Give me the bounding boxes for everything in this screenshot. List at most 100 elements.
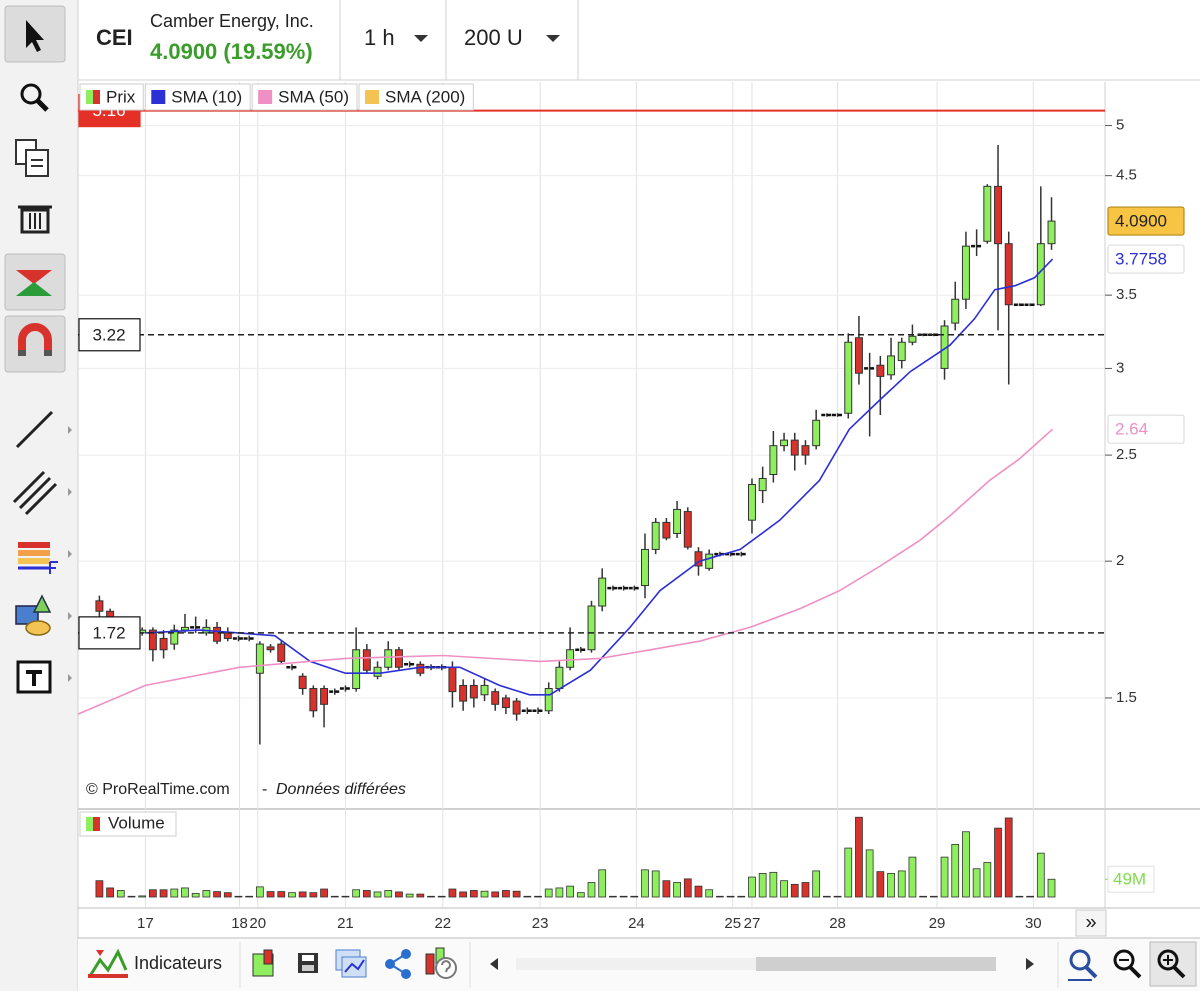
candle-body xyxy=(362,649,371,671)
volume-bar xyxy=(127,895,136,898)
candle-body xyxy=(501,697,510,709)
channel-tool[interactable] xyxy=(12,470,72,516)
candle-body xyxy=(373,666,382,677)
candle-body xyxy=(694,551,703,567)
volume-bar xyxy=(994,827,1002,898)
layout-button[interactable] xyxy=(335,949,367,978)
volume-bar xyxy=(1036,852,1045,898)
legend-swatch xyxy=(258,90,273,104)
x-tick-label: 28 xyxy=(829,915,846,932)
volume-bar xyxy=(320,888,328,898)
volume-bar xyxy=(277,891,286,898)
legend-label: SMA (10) xyxy=(171,87,242,106)
share-button[interactable] xyxy=(385,949,411,979)
level-label-box xyxy=(1107,414,1185,444)
candle-body xyxy=(683,511,692,548)
candle-body xyxy=(181,626,189,631)
volume-plot xyxy=(95,816,1056,898)
x-tick-label: 25 xyxy=(724,915,741,932)
volume-bar xyxy=(362,890,371,898)
volume-bar xyxy=(255,886,264,898)
candle-body xyxy=(223,632,232,639)
volume-bar xyxy=(427,895,435,898)
candle-body xyxy=(320,688,329,705)
volume-bar xyxy=(416,893,425,898)
volume-bar xyxy=(181,887,189,898)
left-toolbar xyxy=(0,0,78,991)
volume-bar xyxy=(887,873,895,898)
line-tool[interactable] xyxy=(15,410,72,449)
candle-body xyxy=(598,577,607,607)
copy-tool[interactable] xyxy=(15,139,49,177)
x-tick-label: 27 xyxy=(744,915,761,932)
scroll-left[interactable] xyxy=(490,958,498,970)
zoom-tool[interactable] xyxy=(20,83,49,112)
more-label: » xyxy=(1085,911,1096,933)
scroll-right[interactable] xyxy=(1026,958,1034,970)
y-tick-label: 1.5 xyxy=(1116,689,1137,706)
volume-bar xyxy=(384,890,393,898)
x-tick-label: 20 xyxy=(249,915,266,932)
volume-bar xyxy=(234,895,243,898)
candle-body xyxy=(459,684,468,702)
overlay-layer: 17 18 20 21 22 23 24 25 27 28 29 3054.53.532.521.55… xyxy=(78,83,1185,932)
zoom-out-button[interactable] xyxy=(1113,949,1142,979)
volume-bar xyxy=(587,882,596,898)
legend-swatch xyxy=(151,90,166,104)
save-button[interactable] xyxy=(298,953,318,973)
volume-bar xyxy=(919,895,928,898)
help-button[interactable] xyxy=(425,947,457,979)
volume-bar xyxy=(1004,817,1013,898)
edit-button[interactable] xyxy=(252,949,274,977)
level-label: 3.22 xyxy=(92,325,125,344)
candle-body xyxy=(812,419,821,447)
scroll-thumb[interactable] xyxy=(756,957,996,971)
legend-label: Prix xyxy=(106,87,136,106)
candle-body xyxy=(213,626,222,642)
candle-body xyxy=(887,355,896,376)
candle-body xyxy=(994,185,1002,245)
indicators-button[interactable]: Indicateurs xyxy=(88,948,222,978)
zoom-fit-button[interactable] xyxy=(1068,949,1098,981)
zoom-in-button[interactable] xyxy=(1149,941,1197,987)
delay-note: Données différées xyxy=(276,781,406,798)
candle-body xyxy=(951,298,960,324)
magnet-tool[interactable] xyxy=(4,315,66,373)
indicators-label: Indicateurs xyxy=(134,953,222,973)
candle-body xyxy=(384,649,393,668)
shapes-tool[interactable] xyxy=(15,594,72,636)
header-bar xyxy=(79,0,1200,80)
text-tool[interactable] xyxy=(16,660,72,694)
units-dropdown[interactable]: 200 U xyxy=(464,25,560,50)
volume-bar xyxy=(149,889,157,898)
volume-bar xyxy=(598,869,607,898)
pointer-tool[interactable] xyxy=(4,5,66,63)
volume-bar xyxy=(822,895,831,898)
volume-bar xyxy=(769,871,778,898)
candle-body xyxy=(95,600,104,612)
volume-bar xyxy=(523,895,532,898)
volume-bar xyxy=(865,849,874,898)
volume-bar xyxy=(972,868,981,898)
volume-bar xyxy=(705,889,714,898)
volume-bar xyxy=(951,844,960,898)
fibonacci-tool[interactable] xyxy=(18,542,72,574)
legend-swatch xyxy=(93,90,100,104)
volume-bar xyxy=(758,873,767,898)
volume-bar xyxy=(341,895,350,898)
sma-line xyxy=(145,258,1054,696)
delete-tool[interactable] xyxy=(18,205,52,234)
x-tick-label: 29 xyxy=(929,915,946,932)
y-tick-label: 3 xyxy=(1116,359,1124,376)
x-tick-label: 18 xyxy=(231,915,248,932)
candle-body xyxy=(790,439,799,456)
trade-tool[interactable] xyxy=(4,253,66,311)
candle-body xyxy=(961,245,970,300)
volume-bar xyxy=(298,891,307,898)
scroll-more-button[interactable]: » xyxy=(1075,909,1107,937)
candle-body xyxy=(662,521,671,539)
candle-body xyxy=(352,649,361,690)
interval-dropdown[interactable]: 1 h xyxy=(364,25,428,50)
